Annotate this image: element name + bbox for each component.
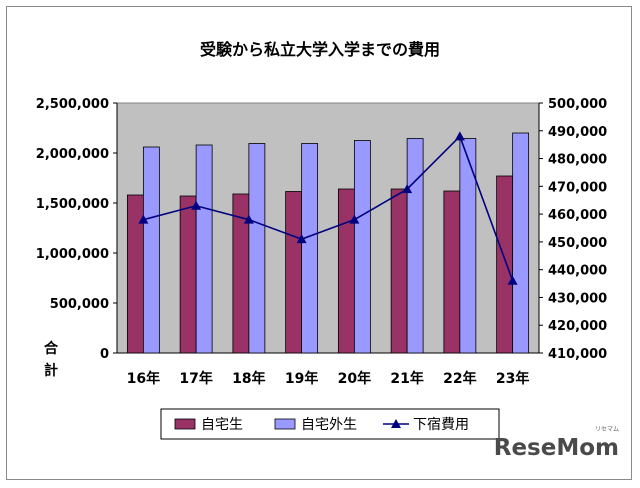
right-tick-label: 470,000 <box>548 180 607 195</box>
bar-自宅生-17年 <box>179 195 197 354</box>
bar-自宅外生-19年 <box>301 143 319 354</box>
chart-svg: 受験から私立大学入学までの費用 0 500,000 1,000,000 1,500,0… <box>36 40 619 461</box>
right-tick-label: 410,000 <box>548 347 607 362</box>
marker-下宿費用-17年 <box>191 200 202 210</box>
resemom-logo: リセマム ReseMom <box>494 426 619 461</box>
legend-marker-下宿費用 <box>391 419 401 428</box>
x-category-label: 22年 <box>443 370 476 387</box>
bar-自宅外生-21年 <box>406 138 424 354</box>
right-tick-label: 480,000 <box>548 153 607 168</box>
y-axis-label-char: 合 <box>44 340 59 357</box>
legend-label-下宿費用: 下宿費用 <box>413 416 469 433</box>
x-category-label: 18年 <box>232 370 265 387</box>
bar-自宅外生-20年 <box>353 140 371 354</box>
bar-自宅外生-17年 <box>195 144 213 354</box>
marker-下宿費用-18年 <box>243 214 254 224</box>
right-tick-label: 430,000 <box>548 291 607 306</box>
right-tick-label: 500,000 <box>548 97 607 112</box>
bar-自宅外生-18年 <box>248 143 266 354</box>
legend: 自宅生 自宅外生 下宿費用 <box>160 408 500 440</box>
left-tick-label: 0 <box>100 347 109 362</box>
x-category-label: 19年 <box>285 370 318 387</box>
marker-下宿費用-16年 <box>138 214 149 224</box>
marker-下宿費用-21年 <box>402 184 413 194</box>
resemom-logo-kana: リセマム <box>595 426 619 433</box>
chart-title: 受験から私立大学入学までの費用 <box>200 40 440 59</box>
legend-swatch-自宅外生 <box>274 418 296 430</box>
right-tick-label: 450,000 <box>548 236 607 251</box>
bar-自宅生-19年 <box>285 191 303 354</box>
right-tick-label: 440,000 <box>548 264 607 279</box>
left-tick-label: 500,000 <box>50 297 109 312</box>
bar-自宅生-22年 <box>443 190 461 354</box>
x-category-label: 21年 <box>390 370 423 387</box>
x-category-label: 17年 <box>179 370 212 387</box>
bar-自宅生-21年 <box>390 188 408 354</box>
marker-下宿費用-23年 <box>507 275 518 285</box>
left-tick-label: 2,500,000 <box>36 97 109 112</box>
right-tick-label: 490,000 <box>548 125 607 140</box>
bar-自宅生-23年 <box>496 175 514 354</box>
resemom-logo-text: ReseMom <box>494 435 619 461</box>
legend-label-自宅外生: 自宅外生 <box>301 417 357 433</box>
legend-box <box>160 408 500 440</box>
marker-下宿費用-22年 <box>454 131 465 141</box>
marker-下宿費用-20年 <box>349 214 360 224</box>
x-category-label: 23年 <box>496 370 529 387</box>
left-tick-label: 1,500,000 <box>36 197 109 212</box>
bar-自宅生-16年 <box>126 194 144 354</box>
legend-swatch-自宅生 <box>174 418 196 430</box>
bar-自宅生-20年 <box>337 188 355 354</box>
legend-label-自宅生: 自宅生 <box>201 417 243 433</box>
x-category-label: 20年 <box>338 370 371 387</box>
x-category-label: 16年 <box>127 370 160 387</box>
right-tick-label: 460,000 <box>548 208 607 223</box>
line-下宿費用 <box>143 134 514 282</box>
marker-下宿費用-19年 <box>296 234 307 244</box>
left-tick-label: 2,000,000 <box>36 147 109 162</box>
bar-自宅外生-16年 <box>142 146 160 354</box>
bar-自宅外生-22年 <box>459 138 477 354</box>
left-tick-label: 1,000,000 <box>36 247 109 262</box>
chart-frame: 受験から私立大学入学までの費用 0 500,000 1,000,000 1,500,0… <box>6 6 632 480</box>
bar-自宅外生-23年 <box>512 132 530 354</box>
y-axis-label-char: 計 <box>44 362 58 379</box>
right-tick-label: 420,000 <box>548 319 607 334</box>
